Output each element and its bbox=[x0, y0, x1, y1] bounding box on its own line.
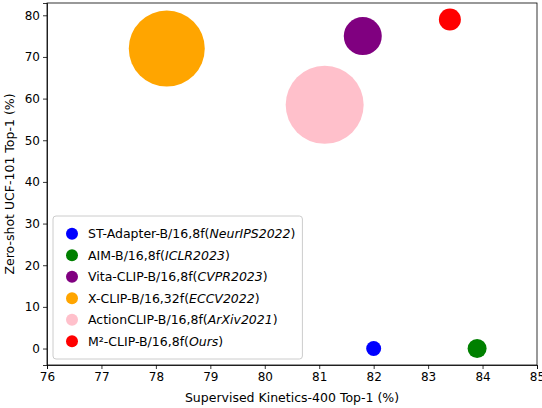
tick-label: 77 bbox=[94, 370, 109, 384]
tick-mark bbox=[43, 99, 47, 100]
tick-mark bbox=[483, 365, 484, 369]
tick: 82 bbox=[367, 365, 382, 384]
legend: ST-Adapter-B/16,8f(NeurIPS2022) AIM-B/16,… bbox=[53, 216, 302, 359]
tick-mark bbox=[43, 307, 47, 308]
bubble bbox=[366, 341, 381, 356]
tick-mark bbox=[101, 365, 102, 369]
plot-frame bbox=[47, 3, 537, 365]
tick-label: 78 bbox=[149, 370, 164, 384]
bubble bbox=[286, 66, 364, 144]
bubble bbox=[468, 339, 487, 358]
y-axis-title: Zero-shot UCF-101 Top-1 (%) bbox=[2, 93, 17, 274]
axis-line bbox=[48, 366, 538, 370]
tick-label: 84 bbox=[475, 370, 490, 384]
tick-label: 30 bbox=[25, 217, 40, 231]
tick: 81 bbox=[312, 365, 327, 384]
tick-label: 79 bbox=[203, 370, 218, 384]
tick-label: 20 bbox=[25, 259, 40, 273]
legend-marker bbox=[66, 292, 78, 304]
tick: 10 bbox=[25, 300, 47, 314]
y-axis: 0 10 20 30 40 50 60 70 80 bbox=[25, 4, 48, 366]
tick-label: 0 bbox=[32, 342, 40, 356]
tick: 40 bbox=[25, 175, 47, 189]
tick: 50 bbox=[25, 134, 47, 148]
x-axis: 76 77 78 79 80 81 82 83 84 85 bbox=[40, 365, 542, 384]
tick-mark bbox=[43, 182, 47, 183]
tick: 60 bbox=[25, 92, 47, 106]
legend-marker bbox=[66, 249, 78, 261]
tick-mark bbox=[374, 365, 375, 369]
tick-label: 81 bbox=[312, 370, 327, 384]
tick-label: 50 bbox=[25, 134, 40, 148]
tick-mark bbox=[43, 140, 47, 141]
tick-label: 70 bbox=[25, 50, 40, 64]
tick: 84 bbox=[475, 365, 490, 384]
tick-label: 60 bbox=[25, 92, 40, 106]
tick: 20 bbox=[25, 259, 47, 273]
legend-marker bbox=[66, 314, 78, 326]
tick-label: 10 bbox=[25, 300, 40, 314]
tick: 79 bbox=[203, 365, 218, 384]
tick: 78 bbox=[149, 365, 164, 384]
tick-mark bbox=[43, 57, 47, 58]
tick-mark bbox=[43, 224, 47, 225]
x-axis-title: Supervised Kinetics-400 Top-1 (%) bbox=[185, 390, 399, 405]
legend-marker bbox=[66, 335, 78, 347]
tick-mark bbox=[43, 349, 47, 350]
tick-mark bbox=[156, 365, 157, 369]
tick-mark bbox=[265, 365, 266, 369]
legend-box bbox=[53, 216, 302, 359]
chart: 76 77 78 79 80 81 82 83 84 85 0 10 20 30 40 50 60 70 80 ST-… bbox=[0, 0, 542, 408]
legend-label: M²-CLIP-B/16,8f(Ours) bbox=[88, 334, 223, 349]
bubble bbox=[344, 17, 382, 55]
tick-label: 80 bbox=[258, 370, 273, 384]
tick: 83 bbox=[421, 365, 436, 384]
legend-label: AIM-B/16,8f(ICLR2023) bbox=[88, 248, 230, 263]
legend-label: ActionCLIP-B/16,8f(ArXiv2021) bbox=[88, 312, 278, 327]
tick: 0 bbox=[32, 342, 47, 356]
bubble bbox=[439, 8, 461, 30]
tick-mark bbox=[210, 365, 211, 369]
tick: 30 bbox=[25, 217, 47, 231]
tick-label: 40 bbox=[25, 175, 40, 189]
tick-label: 82 bbox=[367, 370, 382, 384]
plot-area: 76 77 78 79 80 81 82 83 84 85 0 10 20 30 40 50 60 70 80 ST-… bbox=[25, 3, 542, 384]
tick-mark bbox=[537, 365, 538, 369]
legend-label: ST-Adapter-B/16,8f(NeurIPS2022) bbox=[88, 226, 295, 241]
tick: 76 bbox=[40, 365, 55, 384]
tick: 80 bbox=[258, 365, 273, 384]
tick-label: 80 bbox=[25, 9, 40, 23]
tick-label: 76 bbox=[40, 370, 55, 384]
tick: 85 bbox=[530, 365, 542, 384]
tick: 80 bbox=[25, 9, 47, 23]
legend-marker bbox=[66, 228, 78, 240]
legend-label: X-CLIP-B/16,32f(ECCV2022) bbox=[88, 291, 260, 306]
tick-mark bbox=[43, 15, 47, 16]
tick-mark bbox=[428, 365, 429, 369]
tick: 77 bbox=[94, 365, 109, 384]
tick-label: 83 bbox=[421, 370, 436, 384]
tick-mark bbox=[43, 265, 47, 266]
tick-label: 85 bbox=[530, 370, 542, 384]
tick: 70 bbox=[25, 50, 47, 64]
legend-label: Vita-CLIP-B/16,8f(CVPR2023) bbox=[88, 269, 268, 284]
bubble bbox=[129, 11, 205, 87]
legend-marker bbox=[66, 271, 78, 283]
tick-mark bbox=[319, 365, 320, 369]
